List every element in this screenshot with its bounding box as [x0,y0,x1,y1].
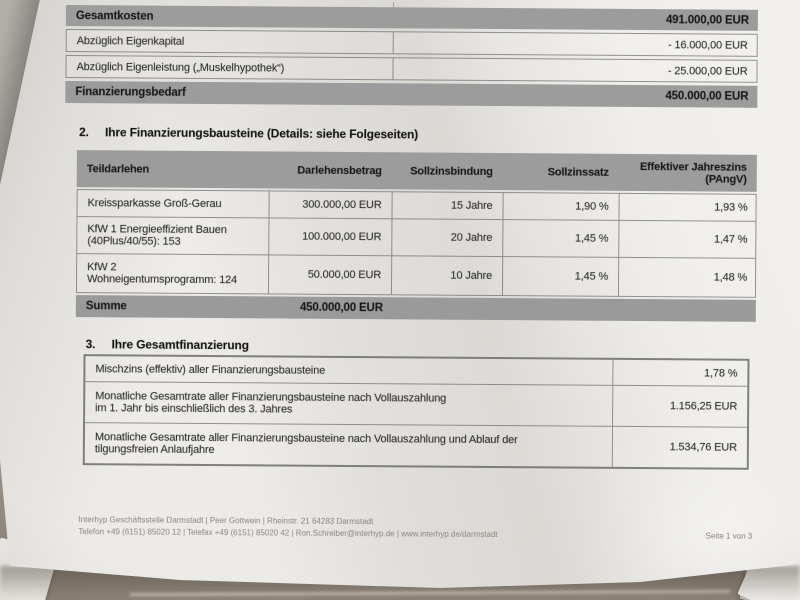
cost-summary-table: Gesamtkosten 491.000,00 EUR Abzüglich Ei… [65,4,758,108]
loans-table: Teildarlehen Darlehensbetrag Sollzinsbin… [75,150,757,322]
cost-row-label: Abzüglich Eigenleistung („Muskelhypothek… [66,56,394,80]
section3-heading: 3. Ihre Gesamtfinanzierung [86,337,756,356]
column-header-darlehensbetrag: Darlehensbetrag [297,164,382,177]
section-title: Ihre Finanzierungsbausteine (Details: si… [105,125,419,142]
loan-name: KfW 2 Wohneigentumsprogramm: 124 [76,254,270,294]
column-header-effektiver-jahreszins: Effektiver Jahreszins (PAngV) [639,160,747,186]
loan-term: 10 Jahre [391,256,504,296]
total-row-label: Monatliche Gesamtrate aller Finanzierung… [94,431,518,457]
total-row-label: Monatliche Gesamtrate aller Finanzierung… [95,390,447,416]
total-row-value: 1.156,25 EUR [612,385,748,427]
totals-table: Mischzins (effektiv) aller Finanzierungs… [82,354,750,470]
table-row: Monatliche Gesamtrate aller Finanzierung… [84,422,748,468]
loan-amount: 100.000,00 EUR [269,218,393,256]
loans-table-header: Teildarlehen Darlehensbetrag Sollzinsbin… [76,150,757,192]
section-number: 2. [79,125,89,140]
table-row: Abzüglich Eigenleistung („Muskelhypothek… [65,54,758,83]
page-number: Seite 1 von 3 [705,530,753,541]
cropped-column-divider [392,2,394,8]
total-row-value: 1.534,76 EUR [611,426,748,468]
section-number: 3. [85,337,96,352]
sum-value: 450.000,00 EUR [299,301,383,315]
loan-amount: 50.000,00 EUR [268,255,393,295]
loan-rate: 1,45 % [503,220,620,257]
cost-row-value: 450.000,00 EUR [665,90,749,103]
total-row-value: 1,78 % [612,359,748,386]
cost-row-value: - 25.000,00 EUR [667,64,748,78]
loan-rate: 1,90 % [503,193,620,220]
loan-amount: 300.000,00 EUR [269,191,393,219]
loan-apr: 1,48 % [713,271,748,284]
column-header-sollzinssatz: Sollzinssatz [547,165,609,179]
table-row: KfW 2 Wohneigentumsprogramm: 124 50.000,… [76,254,755,297]
loans-sum-row: Summe 450.000,00 EUR [75,295,756,322]
table-row: KfW 1 Energieeffizient Bauen (40Plus/40/… [77,217,756,259]
table-row: Monatliche Gesamtrate aller Finanzierung… [85,381,748,427]
section-title: Ihre Gesamtfinanzierung [111,337,249,353]
loans-table-body: Kreissparkasse Groß-Gerau 300.000,00 EUR… [75,189,757,298]
cost-row-label: Finanzierungsbedarf [75,86,186,99]
page-footer: Interhyp Geschäftsstelle Darmstadt | Pee… [78,514,752,542]
loan-name: KfW 1 Energieeffizient Bauen (40Plus/40/… [77,217,270,255]
cost-row-value: - 16.000,00 EUR [667,38,748,52]
table-row: Finanzierungsbedarf 450.000,00 EUR [65,80,758,108]
document-content: Gesamtkosten 491.000,00 EUR Abzüglich Ei… [62,0,758,542]
loan-apr: 1,47 % [713,233,748,246]
section2-heading: 2. Ihre Finanzierungsbausteine (Details:… [79,125,757,144]
cost-row-value: 491.000,00 EUR [665,13,749,27]
total-row-label: Mischzins (effektiv) aller Finanzierungs… [95,362,326,377]
footer-contact-block: Interhyp Geschäftsstelle Darmstadt | Pee… [78,514,705,541]
table-row: Abzüglich Eigenkapital - 16.000,00 EUR [65,28,758,57]
loan-rate: 1,45 % [502,257,620,296]
table-row: Mischzins (effektiv) aller Finanzierungs… [85,356,748,386]
loan-term: 15 Jahre [392,192,504,220]
sum-label: Summe [85,300,127,313]
cost-row-label: Abzüglich Eigenkapital [66,30,394,54]
loan-term: 20 Jahre [392,219,504,257]
cost-row-label: Gesamtkosten [75,9,154,23]
loan-name: Kreissparkasse Groß-Gerau [77,190,270,218]
loan-apr: 1,93 % [714,201,748,214]
column-header-teildarlehen: Teildarlehen [86,162,150,176]
column-header-sollzinsbindung: Sollzinsbindung [410,164,493,178]
